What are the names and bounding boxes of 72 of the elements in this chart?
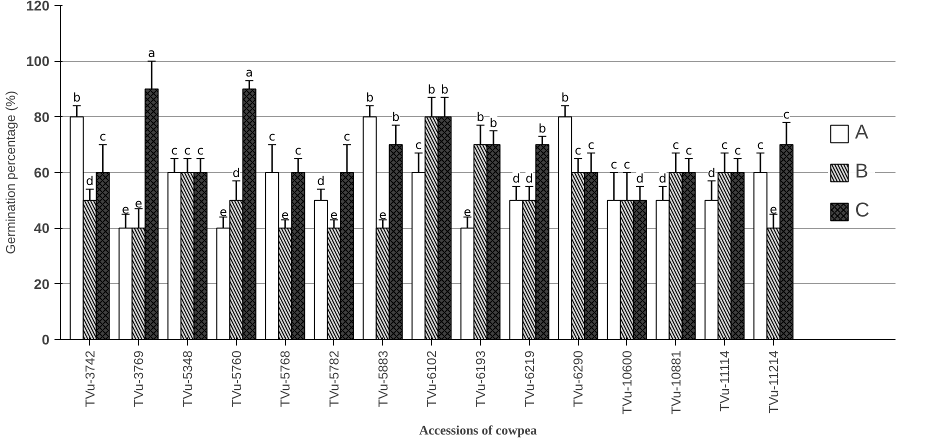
annotation: c	[783, 107, 790, 122]
annotation: e	[220, 205, 227, 220]
annotation: c	[197, 144, 204, 158]
annotation: d	[636, 171, 644, 186]
annotation: a	[246, 66, 253, 80]
annotation: d	[525, 171, 534, 186]
y-tick-label: 80	[34, 108, 50, 125]
y-axis-title: Germination percentage (%)	[3, 90, 18, 254]
x-tick-label: TVu-5883	[375, 350, 390, 408]
annotation: c	[685, 144, 692, 158]
annotation: c	[100, 130, 106, 144]
annotation: e	[281, 208, 289, 222]
x-axis-title: Accessions of cowpea	[419, 422, 538, 438]
annotation: e	[770, 202, 778, 216]
annotation: b	[561, 90, 569, 105]
x-tick-label: TVu-6219	[522, 350, 537, 408]
x-tick-label: TVu-10881	[668, 350, 684, 414]
x-tick-label: TVu-6290	[570, 350, 586, 408]
annotation: c	[574, 144, 582, 158]
x-tick-label: TVu-3742	[82, 350, 98, 408]
y-tick-label: 100	[26, 53, 50, 70]
legend-label: A	[855, 122, 870, 144]
annotation: e	[122, 202, 130, 216]
annotation: b	[476, 110, 484, 124]
annotation: e	[379, 208, 386, 222]
y-tick-label: 0	[42, 332, 50, 348]
annotation: b	[428, 82, 436, 96]
annotation: c	[294, 144, 302, 158]
annotation: a	[148, 46, 156, 60]
annotation: b	[490, 116, 498, 130]
annotation: c	[415, 138, 422, 152]
x-tick-label: TVu-10600	[619, 350, 634, 414]
annotation: c	[721, 138, 728, 152]
annotation: c	[184, 144, 191, 158]
annotation: c	[624, 158, 630, 172]
annotation: c	[672, 138, 680, 152]
x-tick-label: TVu-6102	[424, 350, 440, 408]
annotation: b	[440, 82, 448, 96]
annotation: e	[134, 196, 142, 211]
legend-label: B	[855, 160, 870, 184]
annotation: e	[464, 205, 472, 220]
annotation: b	[366, 90, 374, 105]
annotation: d	[317, 174, 325, 188]
y-tick-label: 120	[26, 0, 50, 14]
annotation: e	[330, 208, 338, 222]
annotation: d	[86, 174, 94, 188]
legend-label: C	[855, 200, 870, 222]
y-tick-label: 60	[34, 164, 50, 180]
annotation: c	[344, 130, 350, 144]
x-tick-label: TVu-11114	[717, 350, 732, 412]
annotation: d	[512, 171, 520, 186]
y-tick-label: 20	[34, 276, 50, 292]
annotation: c	[268, 130, 276, 144]
annotation: c	[171, 144, 178, 158]
annotation: b	[72, 90, 81, 105]
annotation: c	[588, 138, 594, 152]
annotation: c	[757, 138, 764, 152]
x-tick-label: TVu-6193	[472, 350, 488, 408]
x-tick-label: TVu-5348	[180, 350, 195, 408]
annotation: d	[708, 166, 716, 180]
y-tick-label: 40	[34, 220, 50, 236]
x-tick-label: TVu-11214	[766, 350, 781, 414]
x-tick-label: TVu-5760	[228, 350, 244, 408]
annotation: d	[658, 171, 667, 186]
annotation: d	[232, 166, 240, 180]
annotation: b	[538, 121, 546, 136]
x-tick-label: TVu-5768	[278, 350, 293, 408]
annotation: b	[392, 110, 400, 124]
annotation: c	[734, 144, 741, 158]
x-tick-label: TVu-3769	[131, 350, 146, 408]
annotation: c	[610, 158, 618, 172]
x-tick-label: TVu-5782	[326, 350, 342, 408]
